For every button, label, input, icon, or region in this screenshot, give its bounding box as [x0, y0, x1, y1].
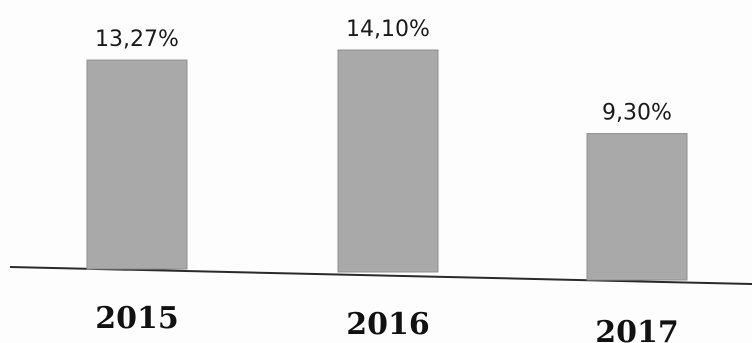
bar-2015: [86, 59, 188, 270]
value-label-2015: 13,27%: [95, 27, 179, 52]
bars-group: [86, 49, 688, 281]
category-label-2015: 2015: [95, 301, 179, 336]
bar-2017: [586, 133, 688, 281]
category-label-2017: 2017: [595, 315, 679, 343]
value-label-2017: 9,30%: [602, 101, 672, 126]
category-labels-group: 2015 2016 2017: [95, 301, 679, 343]
value-labels-group: 13,27% 14,10% 9,30%: [95, 17, 672, 126]
category-label-2016: 2016: [346, 307, 430, 342]
value-label-2016: 14,10%: [346, 17, 430, 42]
bar-2016: [337, 49, 439, 273]
x-axis-baseline: [9, 266, 752, 285]
